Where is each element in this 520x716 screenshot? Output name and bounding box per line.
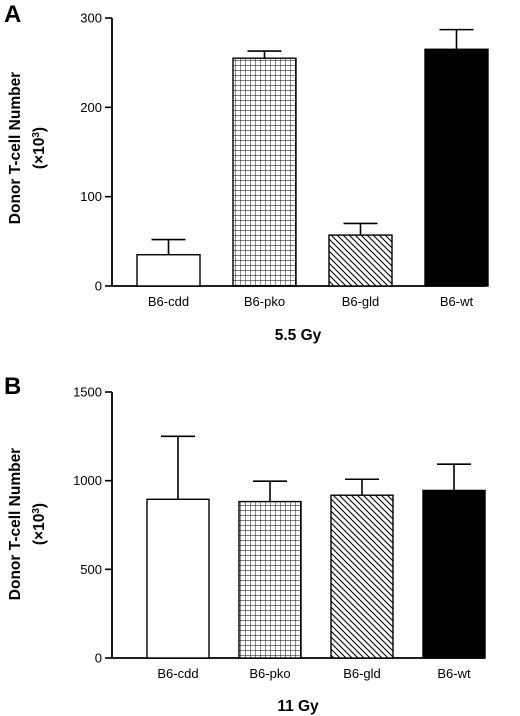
panel-b-letter: B bbox=[4, 373, 21, 400]
panel-b-ytick-label: 0 bbox=[95, 651, 102, 666]
panel-b-bar-b6-gld bbox=[330, 494, 394, 659]
panel-a-xlabel: 5.5 Gy bbox=[275, 327, 322, 344]
panel-b-ytick-label: 1500 bbox=[73, 385, 102, 400]
panel-b-bar-b6-wt bbox=[422, 489, 486, 659]
panel-a-ytick-label: 200 bbox=[80, 100, 102, 115]
panel-b-ytick-label: 500 bbox=[80, 562, 102, 577]
panel-a-bar-b6-pko bbox=[232, 57, 297, 287]
panel-a-ylabel: Donor T-cell Number bbox=[7, 72, 24, 224]
panel-a-category-label: B6-cdd bbox=[148, 294, 189, 309]
panel-a-ytick-label: 100 bbox=[80, 189, 102, 204]
panel-a-letter: A bbox=[4, 1, 21, 28]
panel-a-plot: 0 100 200 300 B6-cdd B6-pko B6-gld B6-wt bbox=[80, 11, 489, 309]
panel-b-category-label: B6-pko bbox=[249, 666, 290, 681]
panel-b-bar-b6-pko bbox=[238, 500, 302, 659]
panel-a-category-label: B6-pko bbox=[244, 294, 285, 309]
panel-a-bar-b6-gld bbox=[328, 234, 393, 287]
panel-b-category-label: B6-wt bbox=[437, 666, 471, 681]
panel-a-bar-b6-cdd bbox=[136, 254, 201, 287]
panel-b-ylabel: Donor T-cell Number bbox=[7, 448, 24, 600]
panel-b-xlabel: 11 Gy bbox=[277, 698, 319, 715]
panel-a-ytick-label: 300 bbox=[80, 11, 102, 26]
panel-b-ytick-label: 1000 bbox=[73, 473, 102, 488]
panel-b-bar-b6-cdd bbox=[146, 498, 210, 659]
panel-a-category-label: B6-wt bbox=[440, 294, 474, 309]
panel-a-ytick-label: 0 bbox=[95, 279, 102, 294]
panel-b-ylabel-unit: (×103) bbox=[31, 503, 49, 545]
panel-b-category-label: B6-gld bbox=[343, 666, 381, 681]
panel-b-category-label: B6-cdd bbox=[157, 666, 198, 681]
panel-a-bar-b6-wt bbox=[424, 48, 489, 287]
panel-b-plot: 0 500 1000 1500 B6-cdd B6-pko B6-gld B6-wt bbox=[73, 385, 486, 681]
panel-b: B Donor T-cell Number (×103) 0 500 1000 150… bbox=[4, 373, 486, 715]
panel-a-category-label: B6-gld bbox=[342, 294, 380, 309]
panel-a: A Donor T-cell Number (×103) 0 100 200 300 B… bbox=[4, 1, 489, 344]
panel-a-ylabel-unit: (×103) bbox=[31, 127, 49, 169]
